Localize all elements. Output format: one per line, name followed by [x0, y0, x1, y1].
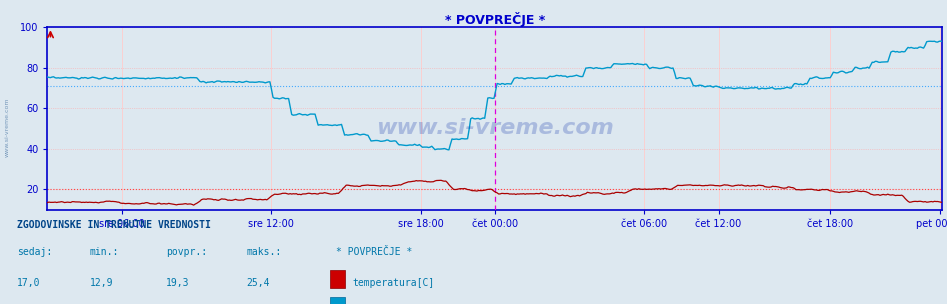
Text: ZGODOVINSKE IN TRENUTNE VREDNOSTI: ZGODOVINSKE IN TRENUTNE VREDNOSTI	[17, 220, 211, 230]
Text: * POVPREČJE *: * POVPREČJE *	[336, 247, 413, 257]
Text: maks.:: maks.:	[246, 247, 281, 257]
Text: min.:: min.:	[90, 247, 119, 257]
Text: 17,0: 17,0	[17, 278, 41, 288]
Bar	[330, 271, 345, 288]
Text: www.si-vreme.com: www.si-vreme.com	[376, 118, 614, 138]
Text: 25,4: 25,4	[246, 278, 270, 288]
Text: 12,9: 12,9	[90, 278, 114, 288]
Text: sedaj:: sedaj:	[17, 247, 52, 257]
Bar	[330, 297, 345, 304]
Text: 19,3: 19,3	[166, 278, 189, 288]
Title: * POVPREČJE *: * POVPREČJE *	[445, 12, 545, 27]
Text: www.si-vreme.com: www.si-vreme.com	[5, 98, 10, 157]
Text: povpr.:: povpr.:	[166, 247, 206, 257]
Text: temperatura[C]: temperatura[C]	[352, 278, 435, 288]
